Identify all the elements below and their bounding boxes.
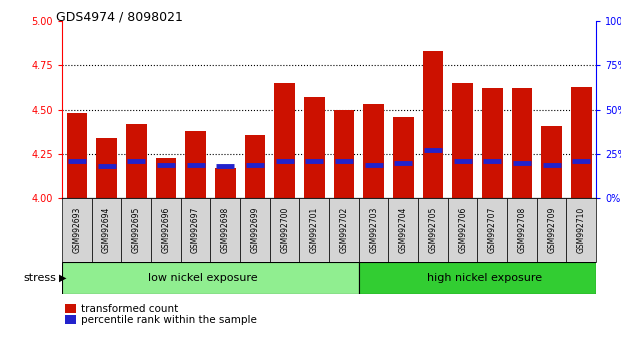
Text: ▶: ▶ bbox=[59, 273, 66, 283]
Bar bbox=[185, 131, 206, 198]
Text: GSM992697: GSM992697 bbox=[191, 207, 200, 253]
Text: low nickel exposure: low nickel exposure bbox=[148, 273, 258, 283]
Bar bbox=[155, 158, 176, 198]
FancyBboxPatch shape bbox=[122, 198, 151, 262]
Text: GSM992706: GSM992706 bbox=[458, 207, 467, 253]
Text: GSM992707: GSM992707 bbox=[488, 207, 497, 253]
Text: GSM992701: GSM992701 bbox=[310, 207, 319, 253]
Text: GSM992704: GSM992704 bbox=[399, 207, 408, 253]
FancyBboxPatch shape bbox=[418, 198, 448, 262]
Bar bbox=[363, 104, 384, 198]
FancyBboxPatch shape bbox=[181, 198, 211, 262]
Text: GSM992696: GSM992696 bbox=[161, 207, 170, 253]
FancyBboxPatch shape bbox=[151, 198, 181, 262]
Bar bbox=[333, 110, 355, 198]
FancyBboxPatch shape bbox=[299, 198, 329, 262]
Bar bbox=[542, 126, 562, 198]
Bar bbox=[393, 117, 414, 198]
Bar bbox=[245, 135, 265, 198]
Text: GSM992699: GSM992699 bbox=[250, 207, 260, 253]
Text: percentile rank within the sample: percentile rank within the sample bbox=[81, 315, 256, 325]
Text: GSM992709: GSM992709 bbox=[547, 207, 556, 253]
FancyBboxPatch shape bbox=[448, 198, 478, 262]
Text: GSM992698: GSM992698 bbox=[221, 207, 230, 253]
FancyBboxPatch shape bbox=[270, 198, 299, 262]
FancyBboxPatch shape bbox=[62, 198, 92, 262]
FancyBboxPatch shape bbox=[507, 198, 537, 262]
Text: stress: stress bbox=[23, 273, 56, 283]
Text: GSM992705: GSM992705 bbox=[428, 207, 437, 253]
Bar bbox=[66, 113, 88, 198]
Text: GSM992693: GSM992693 bbox=[73, 207, 81, 253]
Text: transformed count: transformed count bbox=[81, 304, 178, 314]
Bar bbox=[571, 87, 592, 198]
Bar bbox=[422, 51, 443, 198]
Bar bbox=[96, 138, 117, 198]
Text: GSM992695: GSM992695 bbox=[132, 207, 141, 253]
Bar bbox=[126, 124, 147, 198]
Bar bbox=[304, 97, 325, 198]
Bar bbox=[512, 88, 532, 198]
Bar bbox=[62, 262, 359, 294]
Text: GSM992694: GSM992694 bbox=[102, 207, 111, 253]
FancyBboxPatch shape bbox=[389, 198, 418, 262]
Bar bbox=[452, 83, 473, 198]
FancyBboxPatch shape bbox=[329, 198, 359, 262]
FancyBboxPatch shape bbox=[211, 198, 240, 262]
Bar bbox=[215, 168, 235, 198]
FancyBboxPatch shape bbox=[240, 198, 270, 262]
Text: GDS4974 / 8098021: GDS4974 / 8098021 bbox=[56, 11, 183, 24]
Text: high nickel exposure: high nickel exposure bbox=[427, 273, 543, 283]
Text: GSM992703: GSM992703 bbox=[369, 207, 378, 253]
Bar bbox=[359, 262, 596, 294]
Text: GSM992710: GSM992710 bbox=[577, 207, 586, 253]
Text: GSM992700: GSM992700 bbox=[280, 207, 289, 253]
FancyBboxPatch shape bbox=[478, 198, 507, 262]
Text: GSM992702: GSM992702 bbox=[340, 207, 348, 253]
Text: GSM992708: GSM992708 bbox=[517, 207, 527, 253]
Bar bbox=[482, 88, 502, 198]
Bar bbox=[274, 83, 295, 198]
FancyBboxPatch shape bbox=[566, 198, 596, 262]
FancyBboxPatch shape bbox=[537, 198, 566, 262]
FancyBboxPatch shape bbox=[92, 198, 122, 262]
FancyBboxPatch shape bbox=[359, 198, 389, 262]
